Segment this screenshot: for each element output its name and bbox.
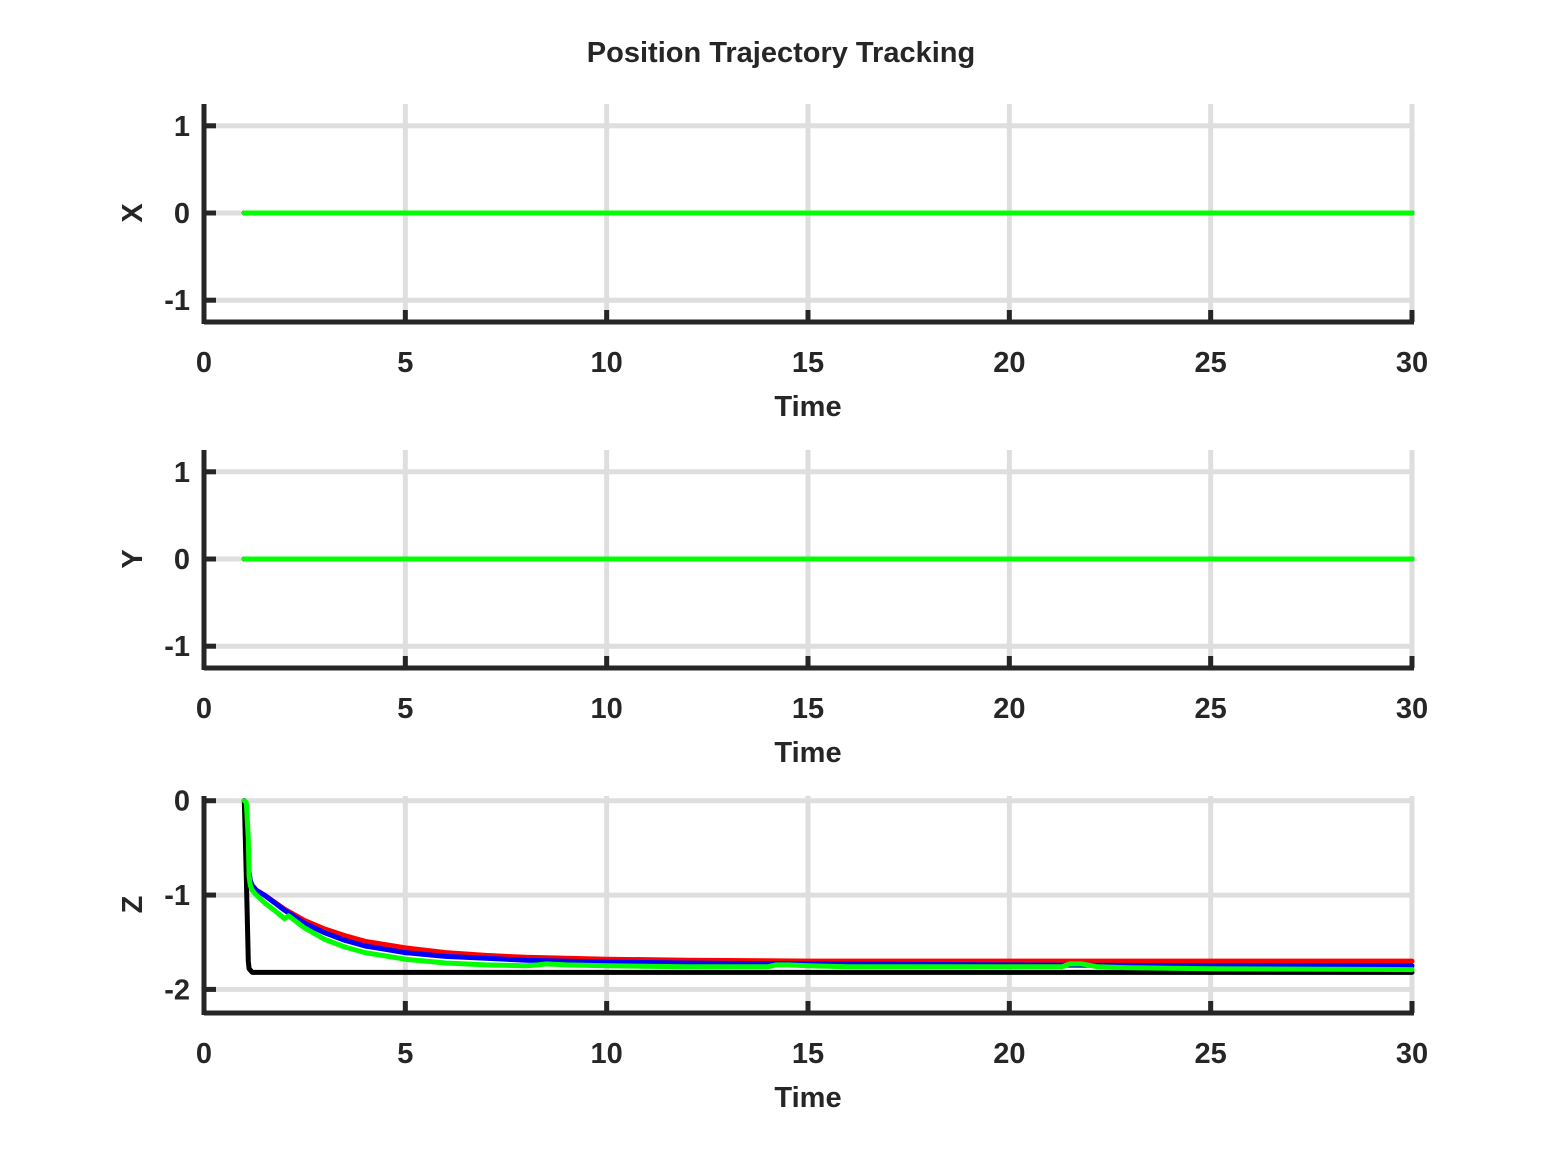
x-tick-label: 20 — [993, 693, 1025, 725]
figure-title: Position Trajectory Tracking — [587, 37, 975, 69]
y-axis-label: Y — [117, 549, 149, 568]
x-axis-label: Time — [774, 391, 841, 423]
x-tick-label: 15 — [792, 1038, 824, 1070]
x-tick-label: 30 — [1396, 347, 1428, 379]
y-tick-label: -2 — [164, 974, 190, 1006]
x-tick-label: 10 — [591, 347, 623, 379]
x-tick-label: 20 — [993, 1038, 1025, 1070]
subplot-3: 0 5 10 15 20 25 30 -2 -1 0 Time Z — [117, 786, 1428, 1114]
y-tick-label: 0 — [174, 786, 190, 818]
y-tick-label: 0 — [174, 544, 190, 576]
y-tick-label: 0 — [174, 198, 190, 230]
x-tick-label: 25 — [1195, 693, 1227, 725]
series-line-4 — [241, 798, 1415, 973]
x-tick-label: 30 — [1396, 1038, 1428, 1070]
y-tick-label: -1 — [164, 631, 190, 663]
x-tick-label: 5 — [397, 347, 413, 379]
y-tick-label: 1 — [174, 457, 190, 489]
x-tick-label: 10 — [591, 693, 623, 725]
x-tick-label: 30 — [1396, 693, 1428, 725]
y-axis-label: Z — [117, 896, 149, 914]
x-tick-label: 10 — [591, 1038, 623, 1070]
x-tick-label: 5 — [397, 693, 413, 725]
y-tick-label: -1 — [164, 285, 190, 317]
x-axis-label: Time — [774, 737, 841, 769]
y-tick-label: -1 — [164, 880, 190, 912]
x-tick-label: 20 — [993, 347, 1025, 379]
series-line-3 — [241, 798, 1415, 975]
y-tick-label: 1 — [174, 111, 190, 143]
x-tick-label: 15 — [792, 347, 824, 379]
y-axis-label: X — [117, 203, 149, 223]
x-tick-label: 25 — [1195, 1038, 1227, 1070]
x-tick-label: 25 — [1195, 347, 1227, 379]
x-tick-label: 0 — [196, 693, 212, 725]
x-tick-label: 0 — [196, 1038, 212, 1070]
x-tick-label: 0 — [196, 347, 212, 379]
x-tick-label: 5 — [397, 1038, 413, 1070]
x-axis-label: Time — [774, 1082, 841, 1114]
x-tick-label: 15 — [792, 693, 824, 725]
